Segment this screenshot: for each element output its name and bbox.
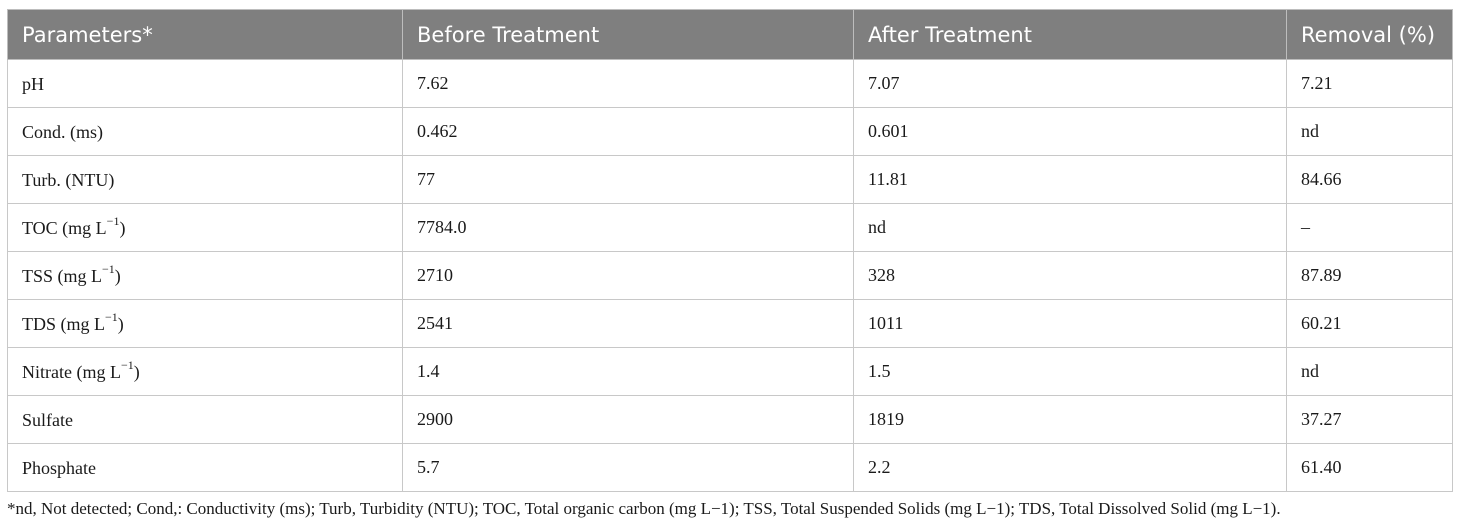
results-table: Parameters* Before Treatment After Treat… — [7, 9, 1453, 492]
table-row: Sulfate 2900 1819 37.27 — [7, 395, 1453, 444]
cell-after: 2.2 — [853, 443, 1287, 492]
cell-before: 2541 — [402, 299, 854, 348]
table-row: Cond. (ms) 0.462 0.601 nd — [7, 107, 1453, 156]
table-row: pH 7.62 7.07 7.21 — [7, 59, 1453, 108]
table-header: Parameters* Before Treatment After Treat… — [7, 9, 1453, 60]
header-removal: Removal (%) — [1286, 9, 1453, 60]
cell-removal: nd — [1286, 347, 1453, 396]
cell-after: 11.81 — [853, 155, 1287, 204]
cell-after: 7.07 — [853, 59, 1287, 108]
cell-removal: 84.66 — [1286, 155, 1453, 204]
header-after-treatment: After Treatment — [853, 9, 1287, 60]
table-row: TSS (mg L−1) 2710 328 87.89 — [7, 251, 1453, 300]
cell-before: 5.7 — [402, 443, 854, 492]
header-row: Parameters* Before Treatment After Treat… — [7, 9, 1453, 60]
table-body: pH 7.62 7.07 7.21 Cond. (ms) 0.462 0.601… — [7, 59, 1453, 492]
cell-removal: 7.21 — [1286, 59, 1453, 108]
cell-after: nd — [853, 203, 1287, 252]
table-row: Phosphate 5.7 2.2 61.40 — [7, 443, 1453, 492]
header-before-treatment: Before Treatment — [402, 9, 854, 60]
cell-after: 1011 — [853, 299, 1287, 348]
cell-parameter: Sulfate — [7, 395, 403, 444]
cell-removal: 37.27 — [1286, 395, 1453, 444]
cell-before: 2710 — [402, 251, 854, 300]
results-table-container: Parameters* Before Treatment After Treat… — [7, 9, 1453, 492]
cell-parameter: TOC (mg L−1) — [7, 203, 403, 252]
cell-removal: 87.89 — [1286, 251, 1453, 300]
cell-parameter: Nitrate (mg L−1) — [7, 347, 403, 396]
table-row: TOC (mg L−1) 7784.0 nd – — [7, 203, 1453, 252]
cell-parameter: TDS (mg L−1) — [7, 299, 403, 348]
table-row: TDS (mg L−1) 2541 1011 60.21 — [7, 299, 1453, 348]
cell-parameter: Phosphate — [7, 443, 403, 492]
cell-after: 1.5 — [853, 347, 1287, 396]
table-row: Nitrate (mg L−1) 1.4 1.5 nd — [7, 347, 1453, 396]
header-parameters: Parameters* — [7, 9, 403, 60]
cell-before: 2900 — [402, 395, 854, 444]
cell-removal: – — [1286, 203, 1453, 252]
cell-parameter: pH — [7, 59, 403, 108]
cell-after: 1819 — [853, 395, 1287, 444]
cell-removal: 60.21 — [1286, 299, 1453, 348]
cell-before: 1.4 — [402, 347, 854, 396]
cell-after: 0.601 — [853, 107, 1287, 156]
cell-removal: nd — [1286, 107, 1453, 156]
table-row: Turb. (NTU) 77 11.81 84.66 — [7, 155, 1453, 204]
cell-removal: 61.40 — [1286, 443, 1453, 492]
cell-parameter: TSS (mg L−1) — [7, 251, 403, 300]
cell-before: 77 — [402, 155, 854, 204]
cell-after: 328 — [853, 251, 1287, 300]
cell-parameter: Cond. (ms) — [7, 107, 403, 156]
cell-before: 0.462 — [402, 107, 854, 156]
cell-parameter: Turb. (NTU) — [7, 155, 403, 204]
cell-before: 7.62 — [402, 59, 854, 108]
cell-before: 7784.0 — [402, 203, 854, 252]
table-footnote: *nd, Not detected; Cond,: Conductivity (… — [7, 499, 1281, 518]
